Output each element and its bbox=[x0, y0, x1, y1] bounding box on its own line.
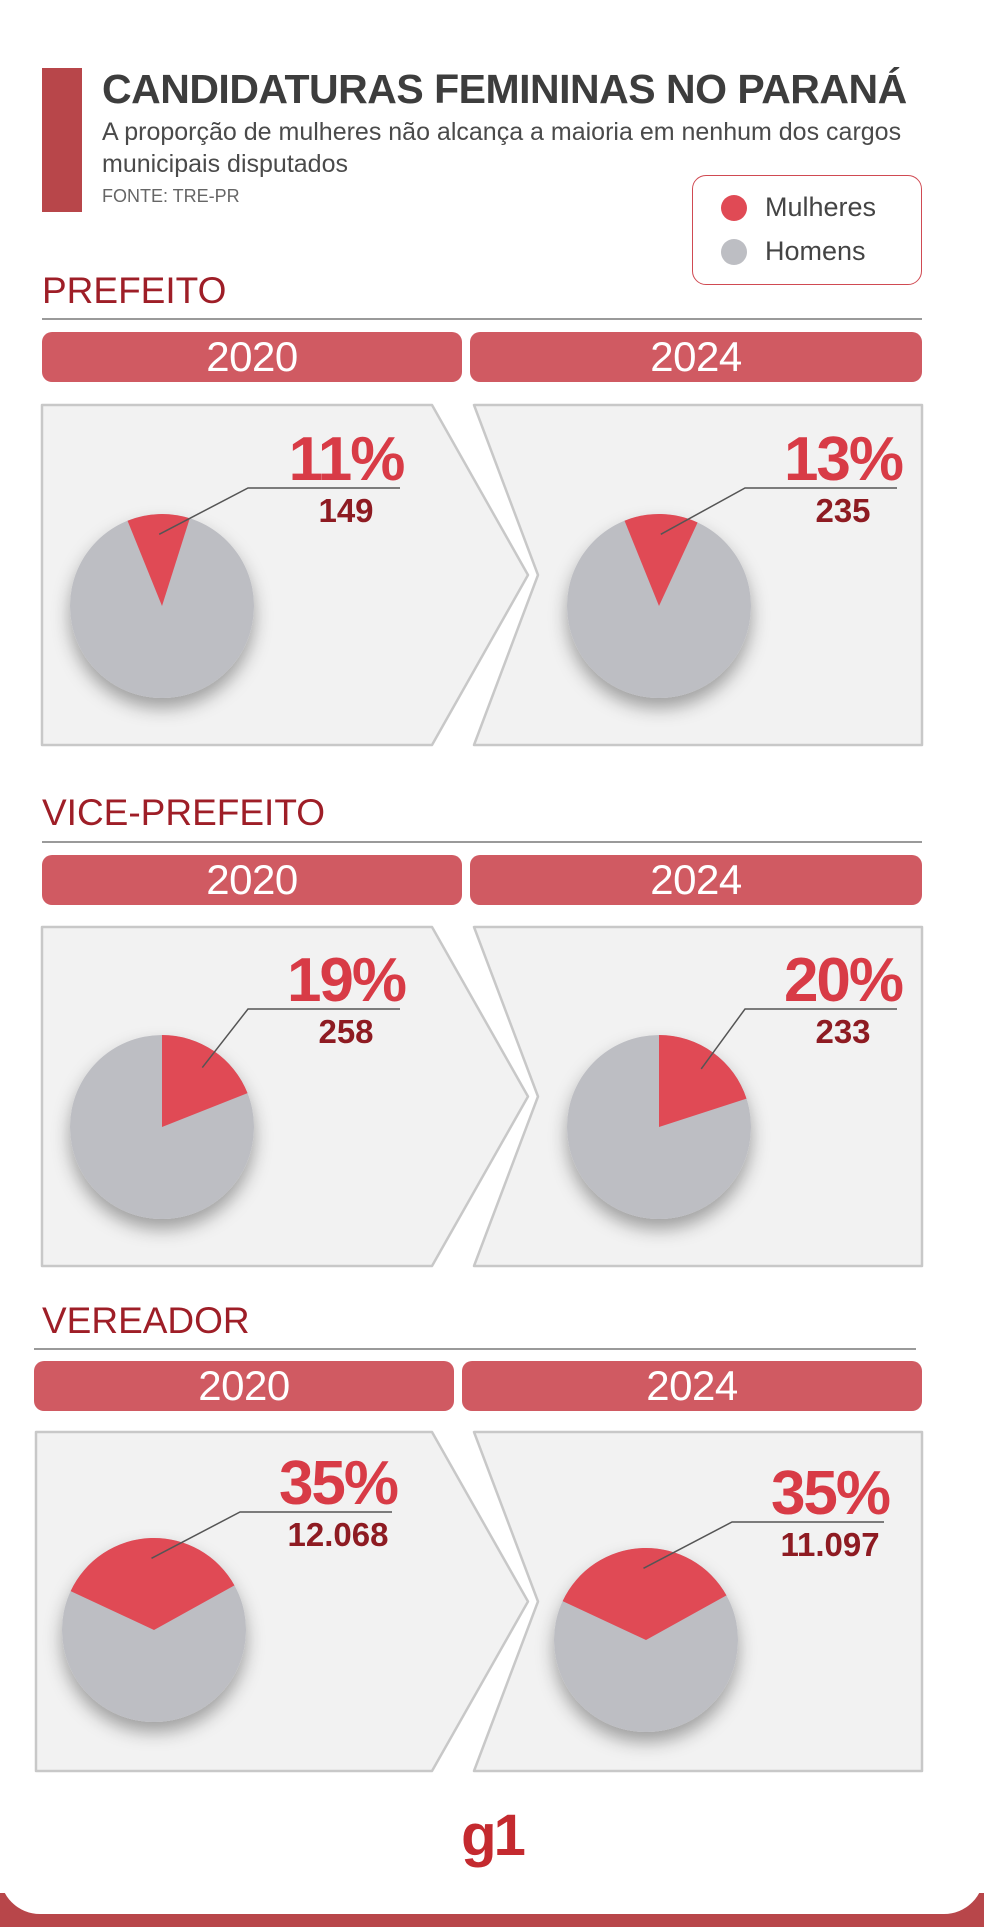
title-accent-bar bbox=[42, 68, 82, 212]
pie-slice-mulheres bbox=[624, 513, 698, 606]
pie-slice-mulheres bbox=[70, 1537, 235, 1630]
percent-label: 11% bbox=[289, 425, 405, 494]
year-pill-2020: 2020 bbox=[42, 855, 462, 905]
count-label: 12.068 bbox=[288, 1516, 389, 1553]
page-subtitle: A proporção de mulheres não alcança a ma… bbox=[102, 118, 902, 178]
footer-curve bbox=[0, 1854, 984, 1914]
percent-label: 35% bbox=[279, 1449, 398, 1518]
section-title-vereador: VEREADOR bbox=[42, 1300, 250, 1341]
g1-logo: g1 bbox=[461, 1803, 526, 1868]
pie-slice-mulheres bbox=[562, 1547, 727, 1640]
section-title-vice-prefeito: VICE-PREFEITO bbox=[42, 792, 326, 833]
callout-line bbox=[660, 487, 897, 535]
source-note: FONTE: TRE-PR bbox=[102, 186, 240, 206]
count-label: 11.097 bbox=[780, 1526, 879, 1563]
year-pill-2024: 2024 bbox=[470, 855, 922, 905]
pie-chart: 20%233 bbox=[567, 946, 905, 1219]
page-title: CANDIDATURAS FEMININAS NO PARANÁ bbox=[102, 66, 907, 112]
year-pill-2020: 2020 bbox=[34, 1361, 454, 1411]
section-divider bbox=[42, 841, 922, 843]
section-divider bbox=[34, 1348, 916, 1350]
year-pill-2024: 2024 bbox=[470, 332, 922, 382]
pie-chart: 19%258 bbox=[70, 946, 408, 1219]
percent-label: 20% bbox=[784, 946, 903, 1015]
pie-chart: 35%12.068 bbox=[62, 1449, 400, 1722]
pie-chart: 13%235 bbox=[567, 425, 905, 698]
callout-line bbox=[158, 487, 400, 535]
legend-label-women: Mulheres bbox=[765, 192, 877, 222]
section-title-prefeito: PREFEITO bbox=[42, 270, 227, 311]
count-label: 235 bbox=[815, 492, 870, 529]
percent-label: 13% bbox=[784, 425, 903, 494]
year-pill-2020: 2020 bbox=[42, 332, 462, 382]
pie-slice-mulheres bbox=[659, 1034, 747, 1127]
legend-label-men: Homens bbox=[765, 236, 866, 266]
year-pill-2024: 2024 bbox=[462, 1361, 922, 1411]
pie-chart: 11%149 bbox=[70, 425, 406, 698]
count-label: 233 bbox=[815, 1013, 870, 1050]
men-swatch-icon bbox=[721, 238, 747, 265]
callout-line bbox=[201, 1008, 400, 1069]
women-swatch-icon bbox=[721, 194, 747, 221]
pie-slice-mulheres bbox=[127, 514, 190, 606]
section-divider bbox=[42, 318, 922, 320]
callout-line bbox=[151, 1511, 392, 1559]
percent-label: 19% bbox=[287, 946, 406, 1015]
percent-label: 35% bbox=[771, 1459, 890, 1528]
legend: Mulheres Homens bbox=[692, 175, 922, 285]
callout-line bbox=[643, 1521, 884, 1569]
legend-item-men: Homens bbox=[721, 236, 866, 267]
count-label: 149 bbox=[318, 492, 373, 529]
callout-line bbox=[700, 1008, 897, 1070]
pie-chart: 35%11.097 bbox=[554, 1459, 892, 1732]
pie-slice-mulheres bbox=[162, 1035, 248, 1127]
count-label: 258 bbox=[318, 1013, 373, 1050]
legend-item-women: Mulheres bbox=[721, 192, 876, 223]
